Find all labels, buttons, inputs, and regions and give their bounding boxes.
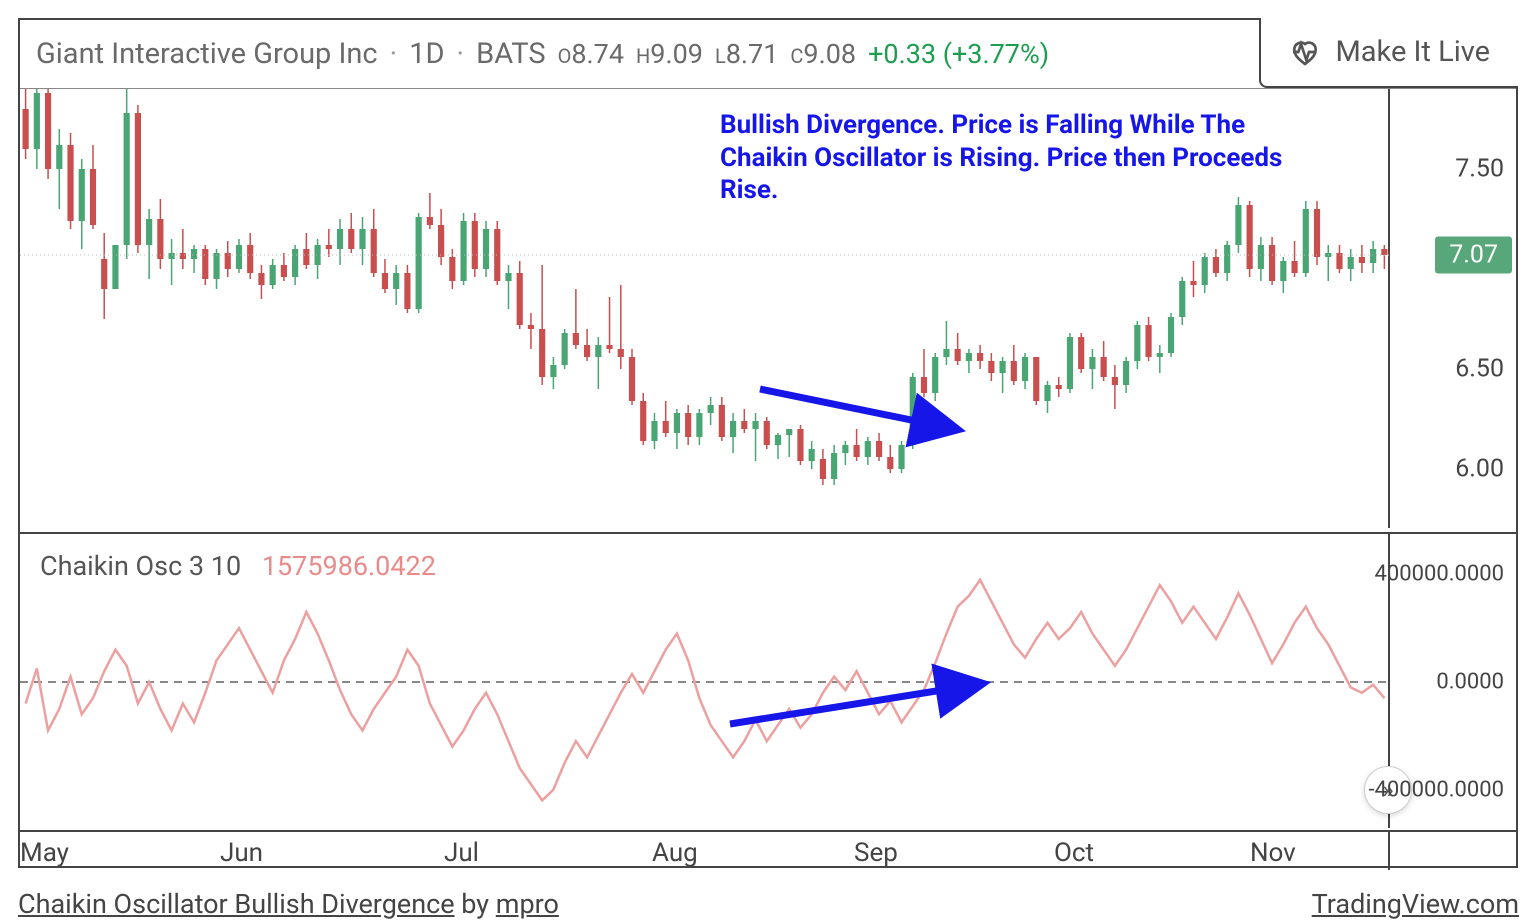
chart-container: Giant Interactive Group Inc · 1D · BATS …: [18, 18, 1518, 868]
time-axis: May Jun Jul Aug Sep Oct Nov: [20, 830, 1516, 870]
x-tick-label: Sep: [854, 838, 898, 868]
tradingview-link[interactable]: TradingView.com: [1312, 888, 1519, 920]
interval: 1D: [409, 37, 444, 71]
ohlc-close: C9.08: [790, 38, 856, 70]
x-tick-label: Jul: [444, 838, 479, 868]
x-tick-label: Oct: [1054, 838, 1094, 868]
x-tick-label: May: [20, 838, 69, 868]
separator-dot: ·: [390, 37, 398, 71]
ohlc-open: O8.74: [558, 38, 624, 70]
chart-header: Giant Interactive Group Inc · 1D · BATS …: [20, 20, 1516, 88]
heartbeat-icon: [1289, 36, 1321, 68]
by-text: by: [461, 888, 489, 920]
bullish-divergence-annotation: Bullish Divergence. Price is Falling Whi…: [720, 109, 1282, 207]
make-it-live-button[interactable]: Make It Live: [1259, 18, 1518, 88]
separator-dot: ·: [457, 37, 465, 71]
y-tick-label: 6.50: [1455, 355, 1504, 384]
symbol-name: Giant Interactive Group Inc: [36, 37, 378, 71]
price-plot[interactable]: Bullish Divergence. Price is Falling Whi…: [20, 89, 1390, 528]
y-tick-label: -400000.0000: [1368, 777, 1504, 802]
x-axis-labels: May Jun Jul Aug Sep Oct Nov: [20, 832, 1390, 870]
price-change: +0.33 (+3.77%): [868, 38, 1049, 70]
last-price-badge: 7.07: [1435, 237, 1512, 274]
chart-title-link[interactable]: Chaikin Oscillator Bullish Divergence: [18, 888, 455, 920]
y-tick-label: 6.00: [1455, 455, 1504, 484]
x-tick-label: Jun: [220, 838, 263, 868]
chart-title-line: Chaikin Oscillator Bullish Divergence by…: [18, 888, 559, 920]
price-y-axis: 7.50 6.50 6.00 7.07: [1388, 89, 1516, 528]
ohlc-low: L8.71: [715, 38, 778, 70]
make-it-live-label: Make It Live: [1335, 35, 1490, 69]
oscillator-panel: Chaikin Osc 3 10 1575986.0422 » 400000.0…: [20, 532, 1516, 828]
y-tick-label: 400000.0000: [1375, 562, 1504, 587]
oscillator-value: 1575986.0422: [262, 550, 436, 582]
y-tick-label: 7.50: [1455, 155, 1504, 184]
author-link[interactable]: mpro: [496, 888, 559, 920]
y-tick-label: 0.0000: [1436, 670, 1504, 695]
symbol-header: Giant Interactive Group Inc · 1D · BATS …: [36, 37, 1049, 71]
x-tick-label: Aug: [652, 838, 698, 868]
oscillator-plot[interactable]: Chaikin Osc 3 10 1575986.0422 »: [20, 534, 1390, 828]
x-tick-label: Nov: [1250, 838, 1296, 868]
exchange: BATS: [476, 37, 545, 71]
oscillator-y-axis: 400000.00000.0000-400000.0000: [1388, 534, 1516, 828]
price-panel: Bullish Divergence. Price is Falling Whi…: [20, 88, 1516, 528]
footer: Chaikin Oscillator Bullish Divergence by…: [18, 888, 1519, 920]
oscillator-title: Chaikin Osc 3 10 1575986.0422: [40, 550, 436, 582]
ohlc-high: H9.09: [636, 38, 703, 70]
oscillator-name: Chaikin Osc 3 10: [40, 550, 241, 582]
